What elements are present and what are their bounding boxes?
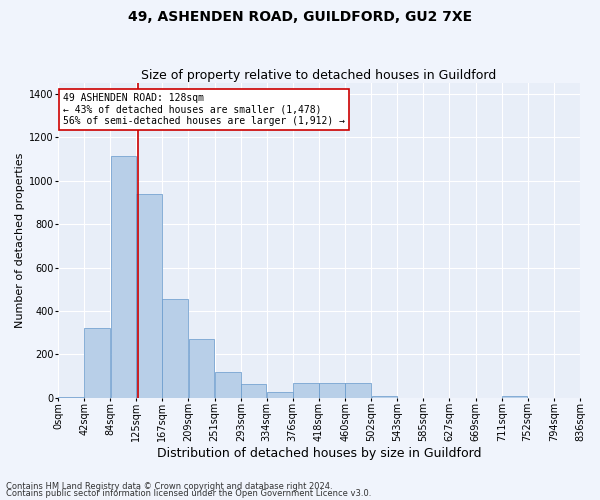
Bar (346, 382, 371, 398)
Bar (110, 156, 136, 398)
Text: Contains public sector information licensed under the Open Government Licence v3: Contains public sector information licen… (6, 489, 371, 498)
X-axis label: Distribution of detached houses by size in Guildford: Distribution of detached houses by size … (157, 447, 481, 460)
Bar (136, 194, 162, 398)
Bar (241, 384, 266, 398)
Bar (371, 396, 397, 398)
Bar (58, 397, 84, 398)
Bar (215, 372, 241, 398)
Text: 49, ASHENDEN ROAD, GUILDFORD, GU2 7XE: 49, ASHENDEN ROAD, GUILDFORD, GU2 7XE (128, 10, 472, 24)
Bar (267, 392, 293, 398)
Bar (502, 396, 527, 398)
Text: Contains HM Land Registry data © Crown copyright and database right 2024.: Contains HM Land Registry data © Crown c… (6, 482, 332, 491)
Bar (293, 382, 319, 398)
Text: 49 ASHENDEN ROAD: 128sqm
← 43% of detached houses are smaller (1,478)
56% of sem: 49 ASHENDEN ROAD: 128sqm ← 43% of detach… (63, 92, 345, 126)
Title: Size of property relative to detached houses in Guildford: Size of property relative to detached ho… (142, 69, 497, 82)
Bar (85, 328, 110, 398)
Bar (319, 382, 345, 398)
Bar (189, 339, 214, 398)
Bar (163, 299, 188, 398)
Y-axis label: Number of detached properties: Number of detached properties (15, 153, 25, 328)
